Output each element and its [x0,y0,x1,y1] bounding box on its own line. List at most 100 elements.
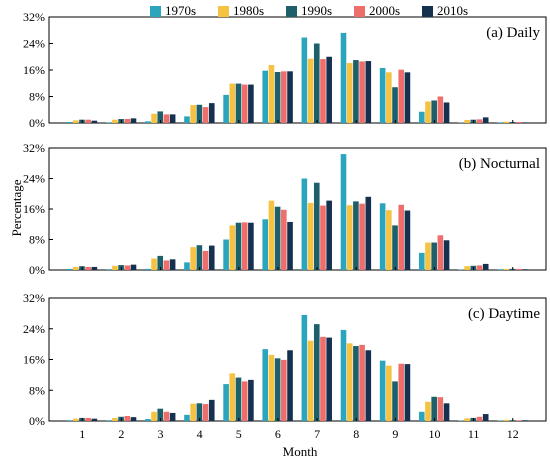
bar [124,416,131,421]
bar [262,70,269,123]
bar [386,72,392,123]
x-tick-label: 3 [158,427,164,441]
bar [268,354,275,421]
x-tick-label: 12 [507,427,519,441]
y-tick-label: 16% [23,202,45,216]
bar [313,43,320,123]
bar [404,72,411,123]
bar [464,266,470,270]
bar [398,204,405,270]
bar [464,120,470,123]
bar [353,346,359,421]
bar [145,419,151,421]
bar [359,61,365,123]
bar [340,154,347,270]
bar [482,263,489,270]
y-tick-label: 8% [29,383,45,397]
panel-title: (c) Daytime [468,306,540,322]
panel-title: (b) Nocturnal [459,156,540,172]
bar [184,116,190,123]
bar [418,111,425,123]
bar [301,178,308,270]
x-tick-label: 11 [468,427,480,441]
bar [437,235,444,270]
bar [229,83,236,123]
bar [248,222,254,270]
bar [340,32,347,123]
bar [91,418,98,421]
bar [151,258,157,270]
bar [124,265,131,270]
bar [281,359,287,421]
bar [281,209,287,270]
bar [418,411,425,421]
legend-swatch [218,5,229,17]
bar [184,262,190,270]
bar [145,121,151,123]
bar [202,250,209,270]
bar [151,411,157,421]
bar [497,122,503,123]
bar [353,60,359,123]
bar [130,118,137,123]
bar [208,103,215,123]
bar [365,61,372,123]
bar [425,242,431,270]
bar [262,219,269,270]
bar [503,419,510,421]
bar [105,122,112,123]
x-tick-label: 5 [236,427,242,441]
legend-item-2000s: 2000s [354,3,400,18]
bar [235,377,242,421]
bar [301,314,308,421]
x-tick-label: 6 [275,427,281,441]
bar [130,417,137,421]
bar [268,65,275,123]
bar [418,252,425,270]
chart-panel-1: 0% 8% 16% 24% 32% (a) Daily [23,10,547,130]
bar [503,121,510,123]
bar [522,122,528,123]
bar [482,117,489,123]
bar [398,363,405,421]
bar [190,403,196,421]
legend-label: 2010s [437,3,469,18]
bar [392,381,398,421]
bar [223,384,229,421]
bar [515,420,522,421]
y-tick-label: 8% [29,233,45,247]
bar [443,102,450,123]
bar [190,247,196,270]
bar [66,122,73,123]
y-tick-label: 24% [23,172,45,186]
bar [476,119,483,123]
y-tick-label: 24% [23,322,45,336]
bar [72,266,79,270]
y-tick-label: 8% [29,90,45,104]
bar [346,343,353,421]
bar [130,264,137,270]
bar [313,182,320,270]
bar [274,71,281,123]
bar [379,68,386,123]
bar [503,268,510,270]
bar [241,84,248,123]
bar [248,84,254,123]
legend-label: 1970s [165,3,197,18]
y-tick-label: 32% [23,10,45,24]
y-axis-label: Percentage [9,179,24,237]
bar [307,340,314,421]
bar [163,411,170,421]
bar [72,120,79,123]
y-tick-label: 32% [23,291,45,305]
bar [91,120,98,123]
bar [392,225,398,270]
bar [386,210,392,270]
x-tick-label: 8 [353,427,359,441]
bar [464,418,470,421]
bar [287,71,293,123]
y-tick-label: 0% [29,263,45,277]
bar [229,225,236,270]
bar [66,268,73,270]
bar [241,381,248,421]
